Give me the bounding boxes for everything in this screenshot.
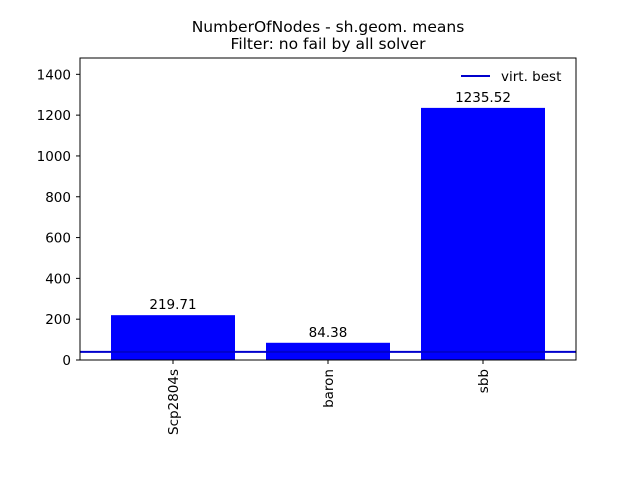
x-tick-label-sbb: sbb [476,369,492,393]
x-axis: Scp2804s baron sbb [166,360,492,435]
y-axis: 0 200 400 600 800 1000 1200 1400 [37,67,80,369]
bar-sbb [421,107,545,360]
legend-label-virt-best: virt. best [501,69,561,85]
chart-title-line-2: Filter: no fail by all solver [231,35,427,53]
y-tick-label-0: 0 [62,353,71,369]
y-tick-label-1000: 1000 [37,149,71,165]
data-label-scp2804s: 219.71 [149,297,196,313]
bar-scp2804s [111,315,235,360]
data-label-baron: 84.38 [309,325,348,341]
y-tick-label-800: 800 [45,190,71,206]
chart-title-line-1: NumberOfNodes - sh.geom. means [192,18,465,36]
y-tick-label-1200: 1200 [37,108,71,124]
y-tick-label-1400: 1400 [37,67,71,83]
data-label-sbb: 1235.52 [455,90,511,106]
y-tick-label-400: 400 [45,271,71,287]
x-tick-label-scp2804s: Scp2804s [166,369,182,435]
x-tick-label-baron: baron [321,369,337,408]
bars-group: 219.71 84.38 1235.52 [111,90,545,360]
y-tick-label-200: 200 [45,312,71,328]
y-tick-label-600: 600 [45,231,71,247]
legend: virt. best [461,69,561,85]
